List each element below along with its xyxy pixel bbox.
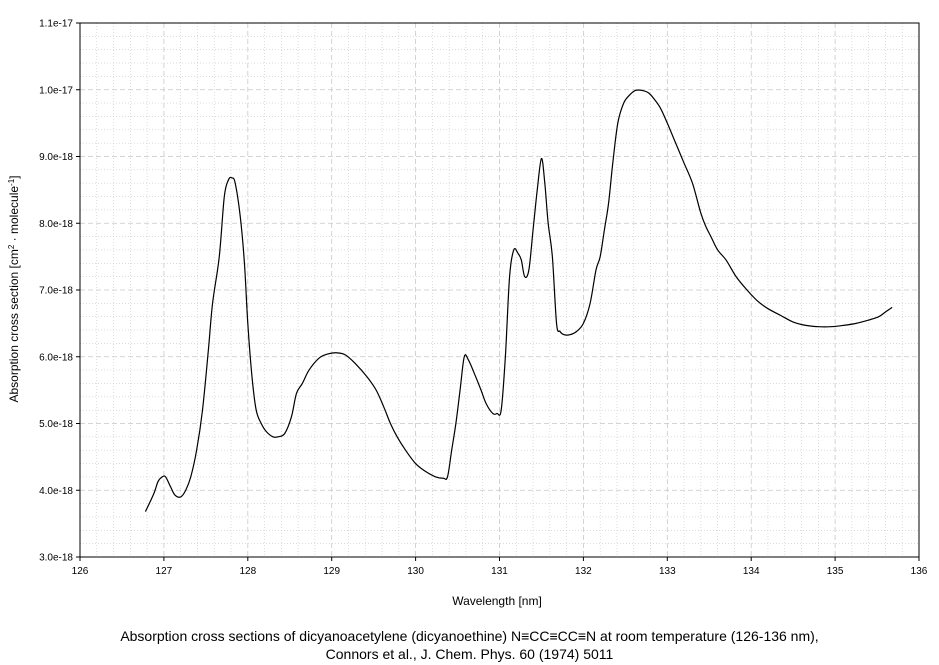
y-tick-label: 1.1e-17 [39,19,73,30]
x-tick-label: 132 [575,566,592,577]
x-tick-label: 129 [323,566,340,577]
caption-line-1: Absorption cross sections of dicyanoacet… [120,628,819,644]
x-axis-label: Wavelength [nm] [452,594,542,608]
x-tick-label: 131 [491,566,508,577]
x-axis-ticks: 126 127 128 129 130 131 132 133 134 135 136 [72,557,928,577]
y-tick-label: 9.0e-18 [39,152,73,163]
x-tick-label: 133 [659,566,676,577]
y-axis-label-mid: · molecule [7,186,21,245]
caption-line-2: Connors et al., J. Chem. Phys. 60 (1974)… [325,646,614,662]
series-line [144,89,893,512]
chart: 126 127 128 129 130 131 132 133 134 135 136 3.0e-1… [7,19,928,609]
y-axis-label-sup2: -1 [7,178,16,186]
x-tick-label: 135 [827,566,844,577]
y-tick-label: 4.0e-18 [39,486,73,497]
x-tick-label: 130 [407,566,424,577]
x-tick-label: 134 [743,566,760,577]
y-tick-label: 6.0e-18 [39,352,73,363]
y-tick-label: 1.0e-17 [39,85,73,96]
y-axis-label-main: Absorption cross section [cm [7,249,21,402]
y-tick-label: 7.0e-18 [39,286,73,297]
y-tick-label: 3.0e-18 [39,553,73,564]
x-tick-label: 136 [911,566,928,577]
y-tick-label: 8.0e-18 [39,219,73,230]
major-gridlines [79,22,920,558]
x-tick-label: 126 [72,566,89,577]
x-tick-label: 127 [156,566,173,577]
y-axis-label: Absorption cross section [cm2 · molecule… [7,175,22,402]
y-axis-label-sup1: 2 [7,244,16,249]
y-axis-label-end: ] [7,175,21,178]
y-axis-ticks: 3.0e-18 4.0e-18 5.0e-18 6.0e-18 7.0e-18 8.0e-… [39,19,80,564]
x-tick-label: 128 [239,566,256,577]
y-tick-label: 5.0e-18 [39,419,73,430]
